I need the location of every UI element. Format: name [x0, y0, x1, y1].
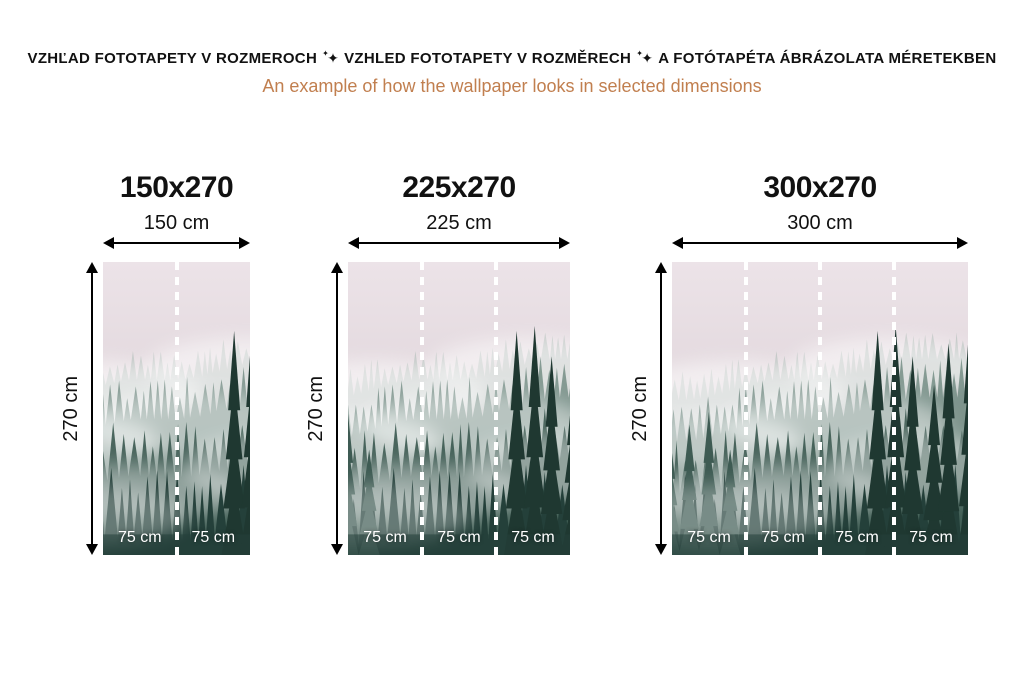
- arrow-line: [351, 242, 567, 244]
- variant-150x270: 150x270 150 cm 270 cm 75 cm 75 cm: [59, 170, 250, 555]
- height-arrow-icon: [654, 262, 668, 555]
- panel-divider: [493, 262, 498, 555]
- arrow-line: [336, 265, 338, 552]
- variant-225x270: 225x270 225 cm 270 cm 75 cm 75 cm 75 cm: [304, 170, 570, 555]
- panel-width-label: 75 cm: [117, 529, 162, 546]
- variant-title: 300x270: [763, 171, 877, 204]
- panel-width-label: 75 cm: [687, 529, 731, 546]
- arrow-head-down-icon: [655, 544, 667, 555]
- height-label: 270 cm: [59, 375, 82, 442]
- sparkle-small-star: ✦: [636, 49, 644, 58]
- title-czech: VZHLED FOTOTAPETY V ROZMĚRECH: [344, 50, 632, 67]
- panel-divider: [744, 262, 748, 555]
- sparkle-star: ✦: [327, 50, 340, 66]
- width-label: 225 cm: [426, 212, 492, 234]
- arrow-line: [106, 242, 247, 244]
- arrow-head-down-icon: [331, 544, 343, 555]
- panel-divider: [174, 262, 179, 555]
- height-label: 270 cm: [628, 375, 651, 442]
- arrow-head-right-icon: [957, 237, 968, 249]
- panel-divider: [818, 262, 822, 555]
- arrow-line: [660, 265, 662, 552]
- panel-width-label: 75 cm: [835, 529, 879, 546]
- arrow-head-down-icon: [86, 544, 98, 555]
- sparkle-star: ✦: [641, 50, 654, 66]
- arrow-line: [91, 265, 93, 552]
- width-arrow-icon: [103, 236, 250, 250]
- title-slovak: VZHĽAD FOTOTAPETY V ROZMEROCH: [27, 50, 318, 67]
- width-label: 300 cm: [787, 212, 853, 234]
- panel-width-label: 75 cm: [909, 529, 953, 546]
- wallpaper-preview: 75 cm 75 cm 75 cm 75 cm: [672, 262, 968, 555]
- variant-title: 150x270: [119, 171, 234, 204]
- sparkle-small-star: ✦: [322, 49, 330, 58]
- arrow-line: [675, 242, 965, 244]
- width-arrow-icon: [672, 236, 968, 250]
- width-arrow-icon: [348, 236, 570, 250]
- panel-divider: [892, 262, 896, 555]
- title-hungarian: A FOTÓTAPÉTA ÁBRÁZOLATA MÉRETEKBEN: [658, 50, 997, 67]
- height-label: 270 cm: [304, 375, 327, 442]
- height-arrow-icon: [330, 262, 344, 555]
- panel-width-label: 75 cm: [761, 529, 805, 546]
- panel-width-label: 75 cm: [191, 529, 236, 546]
- wallpaper-preview: 75 cm 75 cm 75 cm: [348, 262, 570, 555]
- sparkle-icon: ✦✦: [322, 49, 340, 67]
- height-arrow-icon: [85, 262, 99, 555]
- arrow-head-right-icon: [239, 237, 250, 249]
- page-subtitle: An example of how the wallpaper looks in…: [262, 76, 762, 96]
- variant-title: 225x270: [402, 171, 516, 204]
- panel-width-label: 75 cm: [511, 529, 555, 546]
- header: VZHĽAD FOTOTAPETY V ROZMEROCH ✦✦ VZHLED FO…: [0, 49, 1024, 97]
- panel-width-label: 75 cm: [437, 529, 481, 546]
- variant-300x270: 300x270 300 cm 270 cm 75 cm 75 cm 75 cm 75 …: [628, 170, 968, 555]
- panel-width-label: 75 cm: [363, 529, 407, 546]
- page-title: VZHĽAD FOTOTAPETY V ROZMEROCH ✦✦ VZHLED FO…: [0, 49, 1024, 67]
- wallpaper-preview: 75 cm 75 cm: [103, 262, 250, 555]
- arrow-head-right-icon: [559, 237, 570, 249]
- panel-divider: [419, 262, 424, 555]
- forest-photo: [348, 262, 570, 555]
- sparkle-icon: ✦✦: [636, 49, 654, 67]
- width-label: 150 cm: [143, 212, 210, 234]
